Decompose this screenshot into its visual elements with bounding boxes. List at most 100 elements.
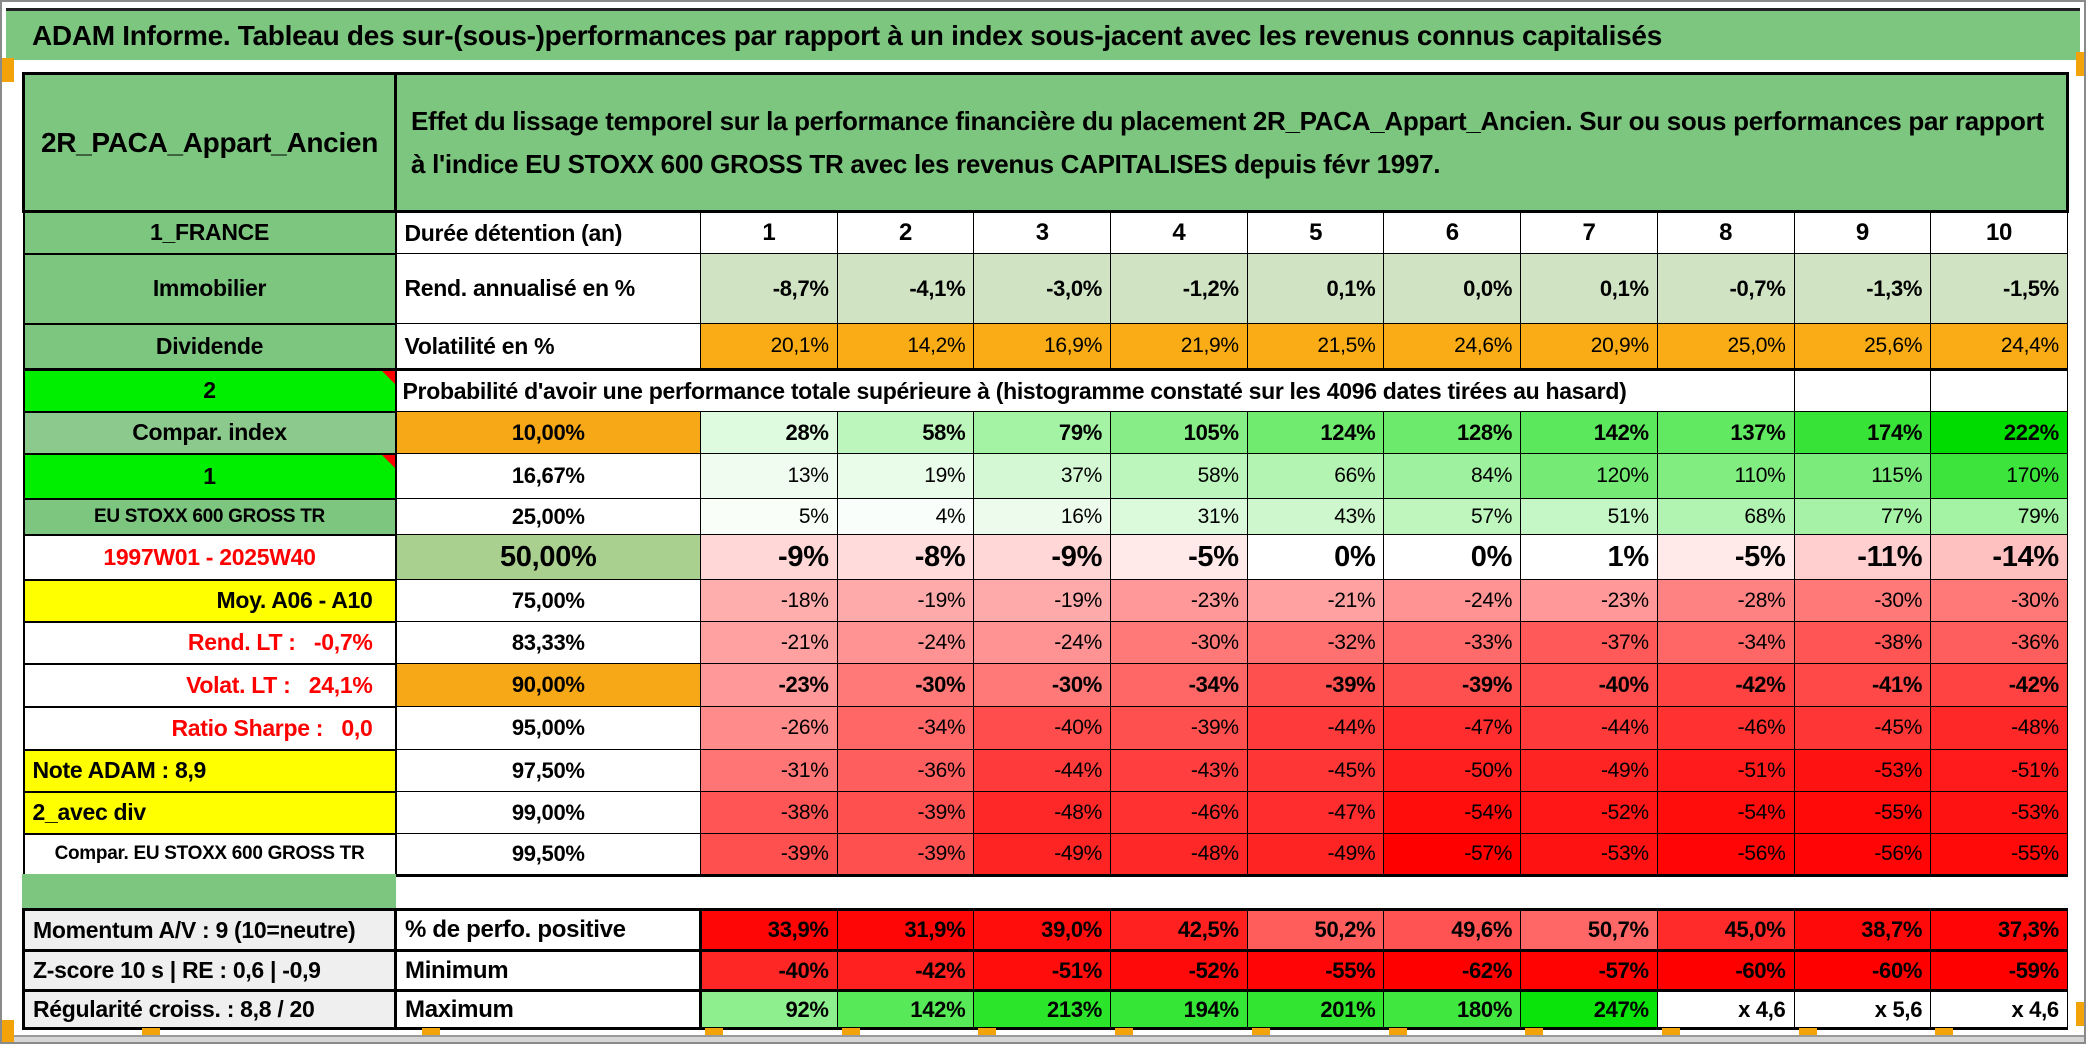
row-header[interactable]: Volat. LT : 24,1% bbox=[22, 662, 397, 708]
probability-cell[interactable]: -53% bbox=[1793, 749, 1932, 792]
row-header[interactable]: 2_avec div bbox=[22, 790, 397, 835]
probability-cell[interactable]: 84% bbox=[1383, 453, 1522, 499]
probability-cell[interactable]: -49% bbox=[1520, 749, 1658, 792]
probability-cell[interactable]: -53% bbox=[1520, 833, 1658, 877]
row-header[interactable]: Compar. EU STOXX 600 GROSS TR bbox=[22, 832, 397, 877]
probability-cell[interactable]: 124% bbox=[1246, 411, 1385, 454]
threshold-cell[interactable]: 50,00% bbox=[394, 534, 701, 580]
probability-cell[interactable]: -30% bbox=[1793, 579, 1932, 622]
probability-cell[interactable]: -36% bbox=[1930, 621, 2068, 664]
placement-name-cell[interactable]: 2R_PACA_Appart_Ancien bbox=[22, 72, 397, 213]
row-header[interactable]: Rend. LT : -0,7% bbox=[22, 620, 397, 665]
probability-cell[interactable]: -44% bbox=[1246, 706, 1385, 750]
probability-cell[interactable]: -37% bbox=[1520, 621, 1658, 664]
probability-cell[interactable]: -47% bbox=[1383, 706, 1522, 750]
probability-cell[interactable]: -9% bbox=[973, 534, 1112, 580]
metric-cell[interactable]: -3,0% bbox=[973, 253, 1112, 324]
probability-cell[interactable]: -45% bbox=[1793, 706, 1932, 750]
probability-cell[interactable]: -21% bbox=[1246, 579, 1385, 622]
summary-cell[interactable]: 92% bbox=[700, 989, 838, 1030]
summary-label[interactable]: % de perfo. positive bbox=[394, 908, 702, 952]
probability-cell[interactable]: -57% bbox=[1383, 833, 1522, 877]
summary-cell[interactable]: 45,0% bbox=[1656, 908, 1795, 952]
description-cell[interactable]: Effet du lissage temporel sur la perform… bbox=[394, 72, 2069, 213]
summary-cell[interactable]: 38,7% bbox=[1793, 908, 1932, 952]
summary-row-header[interactable]: Momentum A/V : 9 (10=neutre) bbox=[22, 908, 397, 952]
metric-cell[interactable]: -1,2% bbox=[1110, 253, 1248, 324]
summary-row-header[interactable]: Z-score 10 s | RE : 0,6 | -0,9 bbox=[22, 949, 397, 992]
probability-cell[interactable]: 28% bbox=[700, 411, 838, 454]
summary-cell[interactable]: 50,7% bbox=[1520, 908, 1658, 952]
probability-cell[interactable]: -24% bbox=[973, 621, 1112, 664]
probability-cell[interactable]: -55% bbox=[1930, 833, 2068, 877]
row-header[interactable]: Compar. index bbox=[22, 410, 397, 455]
summary-cell[interactable]: x 4,6 bbox=[1656, 989, 1795, 1030]
probability-cell[interactable]: -42% bbox=[1930, 663, 2068, 707]
probability-cell[interactable]: -56% bbox=[1793, 833, 1932, 877]
summary-cell[interactable]: -40% bbox=[700, 949, 838, 992]
row-header[interactable]: Note ADAM : 8,9 bbox=[22, 748, 397, 793]
metric-cell[interactable]: 20,9% bbox=[1520, 323, 1658, 370]
probability-cell[interactable]: 79% bbox=[1930, 498, 2068, 535]
row-header-2[interactable]: 2 bbox=[22, 368, 397, 413]
metric-cell[interactable]: 21,9% bbox=[1110, 323, 1248, 370]
metric-cell[interactable]: 24,6% bbox=[1383, 323, 1522, 370]
probability-cell[interactable]: -18% bbox=[700, 579, 838, 622]
metric-cell[interactable]: -1,5% bbox=[1930, 253, 2068, 324]
probability-cell[interactable]: 110% bbox=[1656, 453, 1795, 499]
probability-cell[interactable]: 4% bbox=[836, 498, 975, 535]
probability-cell[interactable]: -24% bbox=[836, 621, 975, 664]
probability-cell[interactable]: 58% bbox=[1110, 453, 1248, 499]
column-header[interactable]: 2 bbox=[836, 211, 975, 254]
probability-cell[interactable]: 13% bbox=[700, 453, 838, 499]
probability-cell[interactable]: -19% bbox=[973, 579, 1112, 622]
probability-cell[interactable]: -34% bbox=[836, 706, 975, 750]
summary-cell[interactable]: -42% bbox=[836, 949, 975, 992]
probability-cell[interactable]: -38% bbox=[700, 791, 838, 834]
probability-cell[interactable]: -49% bbox=[1246, 833, 1385, 877]
probability-cell[interactable]: 222% bbox=[1930, 411, 2068, 454]
threshold-cell[interactable]: 90,00% bbox=[394, 663, 701, 707]
probability-cell[interactable]: -46% bbox=[1656, 706, 1795, 750]
column-header[interactable]: 10 bbox=[1930, 211, 2068, 254]
summary-cell[interactable]: 31,9% bbox=[836, 908, 975, 952]
probability-cell[interactable]: -50% bbox=[1383, 749, 1522, 792]
probability-cell[interactable]: 51% bbox=[1520, 498, 1658, 535]
probability-cell[interactable]: -47% bbox=[1246, 791, 1385, 834]
summary-cell[interactable]: -57% bbox=[1520, 949, 1658, 992]
probability-cell[interactable]: -39% bbox=[700, 833, 838, 877]
threshold-cell[interactable]: 99,50% bbox=[394, 833, 701, 877]
probability-cell[interactable]: -40% bbox=[973, 706, 1112, 750]
probability-cell[interactable]: -30% bbox=[1930, 579, 2068, 622]
row-header[interactable]: Ratio Sharpe : 0,0 bbox=[22, 705, 397, 751]
probability-cell[interactable]: -9% bbox=[700, 534, 838, 580]
metric-cell[interactable]: 14,2% bbox=[836, 323, 975, 370]
summary-cell[interactable]: 213% bbox=[973, 989, 1112, 1030]
probability-cell[interactable]: -39% bbox=[1246, 663, 1385, 707]
probability-cell[interactable]: -54% bbox=[1656, 791, 1795, 834]
probability-cell[interactable]: -51% bbox=[1930, 749, 2068, 792]
probability-cell[interactable]: 120% bbox=[1520, 453, 1658, 499]
probability-cell[interactable]: -44% bbox=[973, 749, 1112, 792]
summary-cell[interactable]: -62% bbox=[1383, 949, 1522, 992]
probability-cell[interactable]: -30% bbox=[973, 663, 1112, 707]
threshold-cell[interactable]: 25,00% bbox=[394, 498, 701, 535]
probability-cell[interactable]: 174% bbox=[1793, 411, 1932, 454]
probability-cell[interactable]: -49% bbox=[973, 833, 1112, 877]
probability-cell[interactable]: -53% bbox=[1930, 791, 2068, 834]
metric-cell[interactable]: -8,7% bbox=[700, 253, 838, 324]
metric-cell[interactable]: 21,5% bbox=[1246, 323, 1385, 370]
probability-cell[interactable]: 19% bbox=[836, 453, 975, 499]
row-header[interactable]: Immobilier bbox=[22, 252, 397, 325]
probability-cell[interactable]: 170% bbox=[1930, 453, 2068, 499]
probability-cell[interactable]: -21% bbox=[700, 621, 838, 664]
probability-cell[interactable]: -33% bbox=[1383, 621, 1522, 664]
probability-cell[interactable]: 43% bbox=[1246, 498, 1385, 535]
summary-cell[interactable]: x 5,6 bbox=[1793, 989, 1932, 1030]
metric-cell[interactable]: 25,6% bbox=[1793, 323, 1932, 370]
metric-cell[interactable]: -4,1% bbox=[836, 253, 975, 324]
row-header[interactable]: 1997W01 - 2025W40 bbox=[22, 533, 397, 581]
column-header[interactable]: 1 bbox=[700, 211, 838, 254]
probability-cell[interactable]: 0% bbox=[1246, 534, 1385, 580]
column-header[interactable]: 5 bbox=[1246, 211, 1385, 254]
